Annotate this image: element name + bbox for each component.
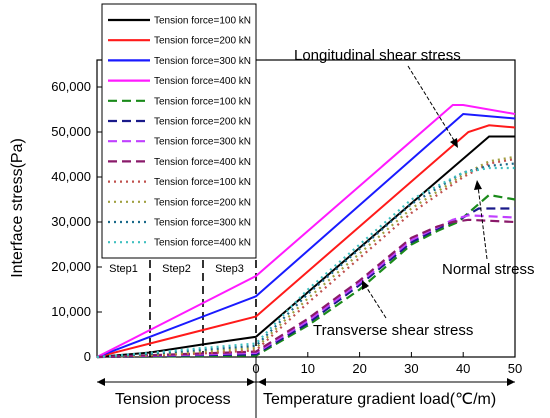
legend-entry: Tension force=100 kN (154, 177, 251, 188)
y-axis-ticks: 0 10,000 20,000 30,000 40,000 50,000 60,000 (51, 79, 102, 364)
temperature-gradient-label: Temperature gradient load(℃/m) (263, 391, 496, 408)
legend-entry: Tension force=300 kN (154, 137, 251, 148)
series-line (96, 162, 516, 359)
step-labels: Step1 Step2 Step3 (109, 263, 244, 275)
tension-process-label: Tension process (115, 391, 231, 408)
series-line (96, 193, 516, 359)
series-line (96, 157, 516, 359)
y-tick-label: 20,000 (51, 259, 91, 274)
pointer-longitudinal (407, 65, 456, 143)
y-tick-label: 0 (84, 349, 91, 364)
series-lines (96, 104, 516, 359)
arrow-right-head (507, 378, 515, 386)
y-axis-title: Interface stress(Pa) (9, 138, 26, 278)
legend: Tension force=100 kN Tension force=200 kN… (101, 3, 257, 259)
x-tick-label: 50 (508, 361, 522, 376)
series-line (96, 124, 516, 358)
annotation-transverse: Transverse shear stress (313, 322, 473, 339)
step-label: Step2 (162, 263, 191, 275)
arrow-mid-left-head (247, 378, 255, 386)
y-tick-label: 50,000 (51, 124, 91, 139)
series-line (96, 112, 516, 358)
legend-entry: Tension force=400 kN (154, 76, 251, 87)
arrow-mid-right-head (258, 378, 266, 386)
legend-entry: Tension force=400 kN (154, 157, 251, 168)
legend-entry: Tension force=200 kN (154, 36, 251, 47)
legend-entry: Tension force=200 kN (154, 197, 251, 208)
series-line (96, 166, 515, 359)
y-tick-label: 40,000 (51, 169, 91, 184)
legend-entry: Tension force=300 kN (154, 56, 251, 67)
series-line (96, 218, 516, 359)
y-tick-label: 10,000 (51, 304, 91, 319)
x-tick-label: 10 (301, 361, 315, 376)
lower-axis-annotations (97, 357, 515, 418)
legend-entry: Tension force=100 kN (154, 96, 251, 107)
legend-entry: Tension force=100 kN (154, 16, 251, 27)
arrow-left-head (97, 378, 105, 386)
pointer-transverse (364, 284, 387, 319)
x-tick-label: 30 (404, 361, 418, 376)
legend-entry: Tension force=200 kN (154, 117, 251, 128)
series-line (96, 135, 515, 358)
y-tick-label: 60,000 (51, 79, 91, 94)
series-line (96, 104, 516, 358)
step-label: Step3 (215, 263, 244, 275)
annotation-longitudinal: Longitudinal shear stress (294, 47, 461, 64)
x-tick-label: 40 (456, 361, 470, 376)
pointer-transverse-head (362, 280, 369, 290)
legend-entry: Tension force=400 kN (154, 238, 251, 249)
pointer-longitudinal-head (450, 138, 458, 148)
pointer-normal (477, 185, 488, 260)
annotation-normal: Normal stress (442, 261, 535, 278)
legend-entry: Tension force=300 kN (154, 218, 251, 229)
step-label: Step1 (109, 263, 138, 275)
x-tick-label: 20 (352, 361, 366, 376)
pointer-normal-head (474, 180, 482, 190)
y-tick-label: 30,000 (51, 214, 91, 229)
legend-box (101, 3, 257, 259)
